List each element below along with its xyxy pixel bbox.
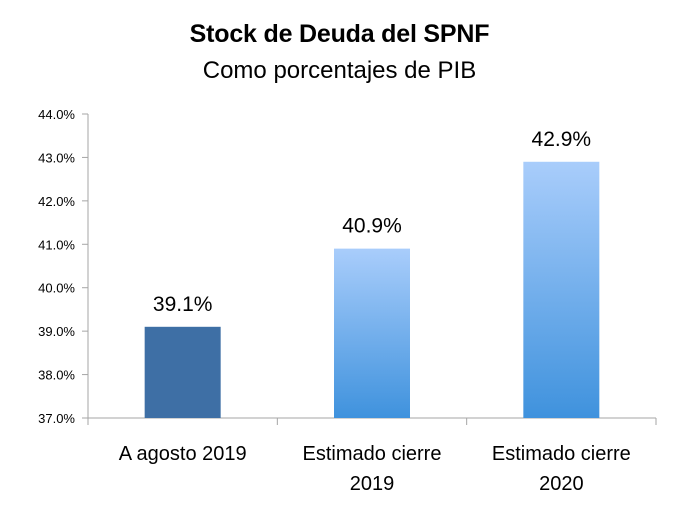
x-tick-label: 2019 [350,473,395,495]
y-tick-label: 38.0% [38,368,75,383]
data-label: 39.1% [153,293,213,316]
bar [523,161,600,418]
x-tick-label: Estimado cierre [303,443,442,465]
y-tick-label: 37.0% [38,411,75,426]
bars [144,161,600,418]
y-tick-label: 42.0% [38,194,75,209]
x-tick-label: Estimado cierre [492,443,631,465]
y-tick-label: 44.0% [38,107,75,122]
data-label: 42.9% [532,128,592,151]
x-tick-label: 2020 [539,473,584,495]
axes: 37.0% 38.0% 39.0% 40.0% 41.0% 42.0% 43.0% 44.0% [38,107,657,426]
bar [144,326,221,418]
y-tick-label: 39.0% [38,324,75,339]
chart-title: Stock de Deuda del SPNF [189,20,490,48]
y-tick-label: 41.0% [38,237,75,252]
labels: 39.1% A agosto 2019 40.9% Estimado cierre 20… [119,128,631,495]
y-tick-label: 40.0% [38,281,75,296]
x-tick-label: A agosto 2019 [119,443,247,465]
y-tick-label: 43.0% [38,150,75,165]
bar [334,248,410,418]
data-label: 40.9% [342,215,402,238]
chart-subtitle: Como porcentajes de PIB [202,57,477,84]
